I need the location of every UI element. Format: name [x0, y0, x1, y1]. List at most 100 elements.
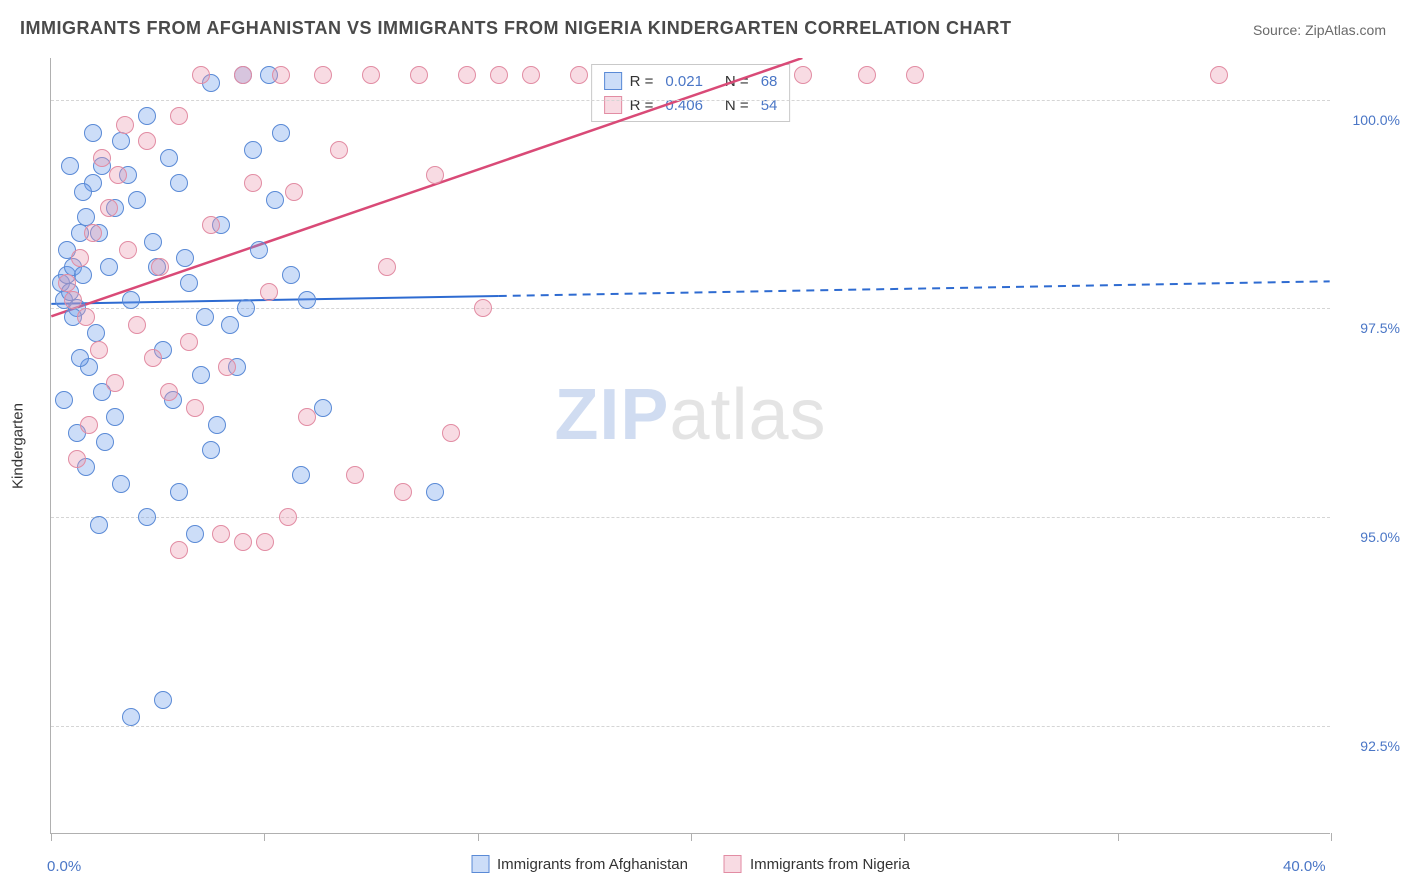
- data-point: [93, 149, 111, 167]
- data-point: [272, 66, 290, 84]
- data-point: [80, 416, 98, 434]
- data-point: [298, 408, 316, 426]
- data-point: [570, 66, 588, 84]
- x-tick: [904, 833, 905, 841]
- legend-n-value-afghanistan: 68: [761, 73, 778, 90]
- data-point: [100, 258, 118, 276]
- data-point: [61, 157, 79, 175]
- data-point: [154, 691, 172, 709]
- data-point: [119, 241, 137, 259]
- data-point: [144, 233, 162, 251]
- data-point: [234, 533, 252, 551]
- data-point: [176, 249, 194, 267]
- data-point: [160, 383, 178, 401]
- data-point: [292, 466, 310, 484]
- data-point: [218, 358, 236, 376]
- data-point: [522, 66, 540, 84]
- data-point: [170, 174, 188, 192]
- legend-row-nigeria: R = 0.406 N = 54: [604, 93, 778, 117]
- data-point: [202, 216, 220, 234]
- data-point: [87, 324, 105, 342]
- bottom-legend-label: Immigrants from Nigeria: [750, 856, 910, 873]
- data-point: [74, 183, 92, 201]
- data-point: [128, 316, 146, 334]
- data-point: [180, 274, 198, 292]
- swatch-icon: [724, 855, 742, 873]
- x-tick: [264, 833, 265, 841]
- data-point: [212, 525, 230, 543]
- data-point: [298, 291, 316, 309]
- y-tick-label: 92.5%: [1360, 738, 1400, 754]
- watermark: ZIPatlas: [554, 374, 826, 456]
- data-point: [106, 408, 124, 426]
- x-tick: [1331, 833, 1332, 841]
- legend-r-label: R =: [630, 73, 654, 90]
- data-point: [68, 450, 86, 468]
- watermark-atlas: atlas: [669, 375, 826, 455]
- data-point: [378, 258, 396, 276]
- data-point: [170, 541, 188, 559]
- bottom-legend: Immigrants from Afghanistan Immigrants f…: [471, 855, 910, 873]
- data-point: [170, 483, 188, 501]
- data-point: [71, 249, 89, 267]
- y-tick-label: 95.0%: [1360, 529, 1400, 545]
- data-point: [71, 349, 89, 367]
- data-point: [122, 291, 140, 309]
- data-point: [170, 107, 188, 125]
- data-point: [314, 66, 332, 84]
- data-point: [250, 241, 268, 259]
- x-tick: [691, 833, 692, 841]
- data-point: [202, 441, 220, 459]
- data-point: [279, 508, 297, 526]
- data-point: [138, 508, 156, 526]
- data-point: [90, 341, 108, 359]
- data-point: [237, 299, 255, 317]
- watermark-zip: ZIP: [554, 375, 669, 455]
- data-point: [794, 66, 812, 84]
- data-point: [128, 191, 146, 209]
- y-axis-title: Kindergarten: [10, 403, 27, 489]
- data-point: [221, 316, 239, 334]
- data-point: [106, 374, 124, 392]
- data-point: [122, 708, 140, 726]
- gridline: [51, 726, 1330, 727]
- data-point: [394, 483, 412, 501]
- data-point: [442, 424, 460, 442]
- data-point: [346, 466, 364, 484]
- data-point: [58, 274, 76, 292]
- data-point: [330, 141, 348, 159]
- data-point: [160, 149, 178, 167]
- data-point: [426, 483, 444, 501]
- legend-swatch-nigeria: [604, 96, 622, 114]
- legend-swatch-afghanistan: [604, 72, 622, 90]
- data-point: [138, 107, 156, 125]
- data-point: [256, 533, 274, 551]
- data-point: [96, 433, 114, 451]
- data-point: [116, 116, 134, 134]
- data-point: [858, 66, 876, 84]
- legend-stats: R = 0.021 N = 68 R = 0.406 N = 54: [591, 64, 791, 122]
- data-point: [55, 391, 73, 409]
- gridline: [51, 517, 1330, 518]
- data-point: [192, 66, 210, 84]
- data-point: [77, 308, 95, 326]
- data-point: [244, 141, 262, 159]
- data-point: [112, 475, 130, 493]
- legend-r-value-afghanistan: 0.021: [665, 73, 703, 90]
- y-tick-label: 100.0%: [1353, 112, 1400, 128]
- data-point: [285, 183, 303, 201]
- bottom-legend-nigeria: Immigrants from Nigeria: [724, 855, 910, 873]
- data-point: [266, 191, 284, 209]
- data-point: [192, 366, 210, 384]
- swatch-icon: [471, 855, 489, 873]
- data-point: [138, 132, 156, 150]
- data-point: [196, 308, 214, 326]
- trend-lines: [51, 58, 1330, 833]
- source-text: Source: ZipAtlas.com: [1253, 22, 1386, 38]
- data-point: [260, 283, 278, 301]
- bottom-legend-afghanistan: Immigrants from Afghanistan: [471, 855, 688, 873]
- y-tick-label: 97.5%: [1360, 320, 1400, 336]
- data-point: [84, 224, 102, 242]
- data-point: [490, 66, 508, 84]
- data-point: [410, 66, 428, 84]
